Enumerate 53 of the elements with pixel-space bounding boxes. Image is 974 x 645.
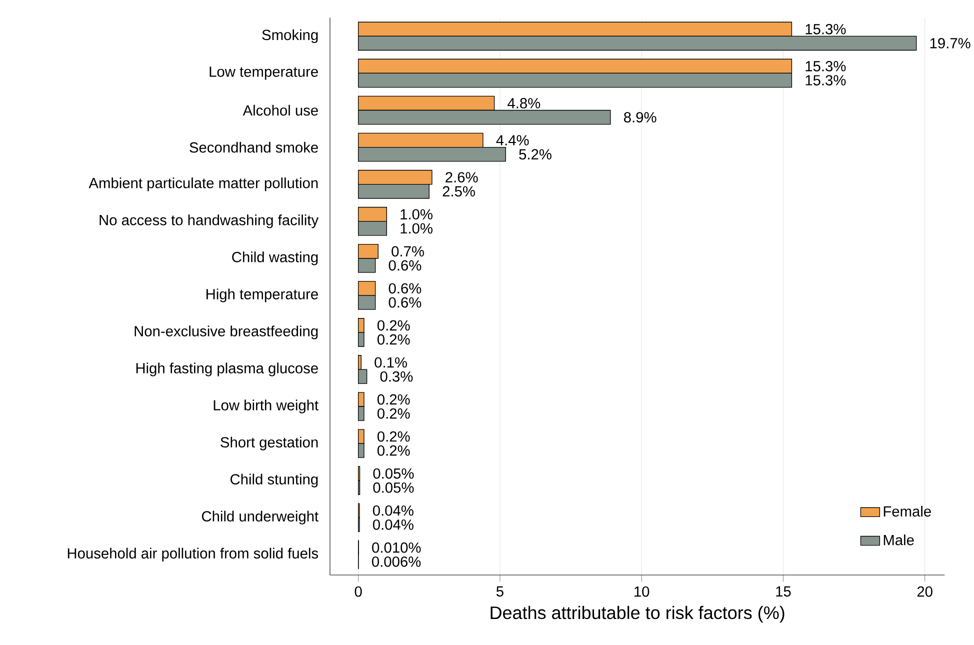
data-label: 19.7% bbox=[930, 38, 970, 48]
data-label: 0.2% bbox=[377, 334, 410, 345]
data-label: 0.6% bbox=[388, 260, 422, 271]
data-label: 8.9% bbox=[624, 112, 656, 122]
y-tick-label: Child wasting bbox=[232, 252, 318, 266]
x-tick-label: 0 bbox=[354, 586, 362, 597]
data-label: 0.05% bbox=[373, 482, 414, 493]
data-label: 0.1% bbox=[374, 357, 407, 368]
y-tick-label: Secondhand smoke bbox=[190, 142, 318, 153]
data-label: 0.3% bbox=[380, 371, 413, 382]
y-tick-label: High fasting plasma glucose bbox=[136, 362, 318, 376]
data-label: 0.04% bbox=[372, 519, 414, 530]
data-label: 1.0% bbox=[400, 209, 432, 220]
legend-label: Male bbox=[884, 534, 914, 546]
data-label: 2.5% bbox=[442, 186, 475, 197]
data-label: 0.2% bbox=[377, 320, 410, 331]
y-tick-label: Household air pollution from solid fuels bbox=[68, 548, 318, 562]
data-label: 15.3% bbox=[806, 61, 846, 72]
legend-label: Female bbox=[884, 506, 931, 517]
y-tick-label: Child underweight bbox=[202, 510, 318, 524]
data-label: 0.05% bbox=[373, 468, 414, 479]
data-label: 1.0% bbox=[400, 223, 432, 234]
y-tick-label: Non-exclusive breastfeeding bbox=[134, 326, 318, 340]
y-tick-label: Low birth weight bbox=[214, 400, 318, 414]
y-tick-label: High temperature bbox=[206, 288, 318, 302]
x-tick-label: 5 bbox=[496, 586, 504, 597]
data-label: 0.2% bbox=[377, 394, 410, 405]
x-axis-title: Deaths attributable to risk factors (%) bbox=[490, 606, 784, 623]
data-label: 0.2% bbox=[377, 431, 410, 442]
data-label: 15.3% bbox=[806, 24, 846, 34]
data-label: 5.2% bbox=[519, 149, 552, 160]
data-label: 0.04% bbox=[372, 505, 414, 516]
x-tick-label: 10 bbox=[634, 586, 650, 597]
data-label: 0.006% bbox=[372, 556, 421, 567]
data-label: 4.4% bbox=[496, 135, 529, 146]
y-tick-label: Alcohol use bbox=[242, 104, 318, 116]
y-tick-label: Ambient particulate matter pollution bbox=[88, 177, 318, 192]
y-tick-label: Short gestation bbox=[220, 436, 318, 450]
data-label: 0.2% bbox=[377, 445, 410, 456]
y-tick-label: Child stunting bbox=[230, 474, 318, 488]
data-label: 15.3% bbox=[806, 75, 846, 86]
y-tick-label: Low temperature bbox=[210, 66, 318, 80]
data-label: 0.010% bbox=[372, 542, 421, 553]
x-tick-label: 15 bbox=[776, 586, 791, 597]
x-tick-label: 20 bbox=[917, 586, 932, 597]
data-label: 0.7% bbox=[392, 246, 424, 257]
y-tick-label: No access to handwashing facility bbox=[100, 214, 319, 228]
y-tick-label: Smoking bbox=[262, 29, 318, 44]
data-label: 0.6% bbox=[388, 283, 422, 294]
data-label: 0.2% bbox=[377, 408, 410, 419]
data-label: 4.8% bbox=[508, 98, 540, 108]
data-label: 0.6% bbox=[388, 297, 422, 308]
data-label: 2.6% bbox=[446, 172, 478, 182]
